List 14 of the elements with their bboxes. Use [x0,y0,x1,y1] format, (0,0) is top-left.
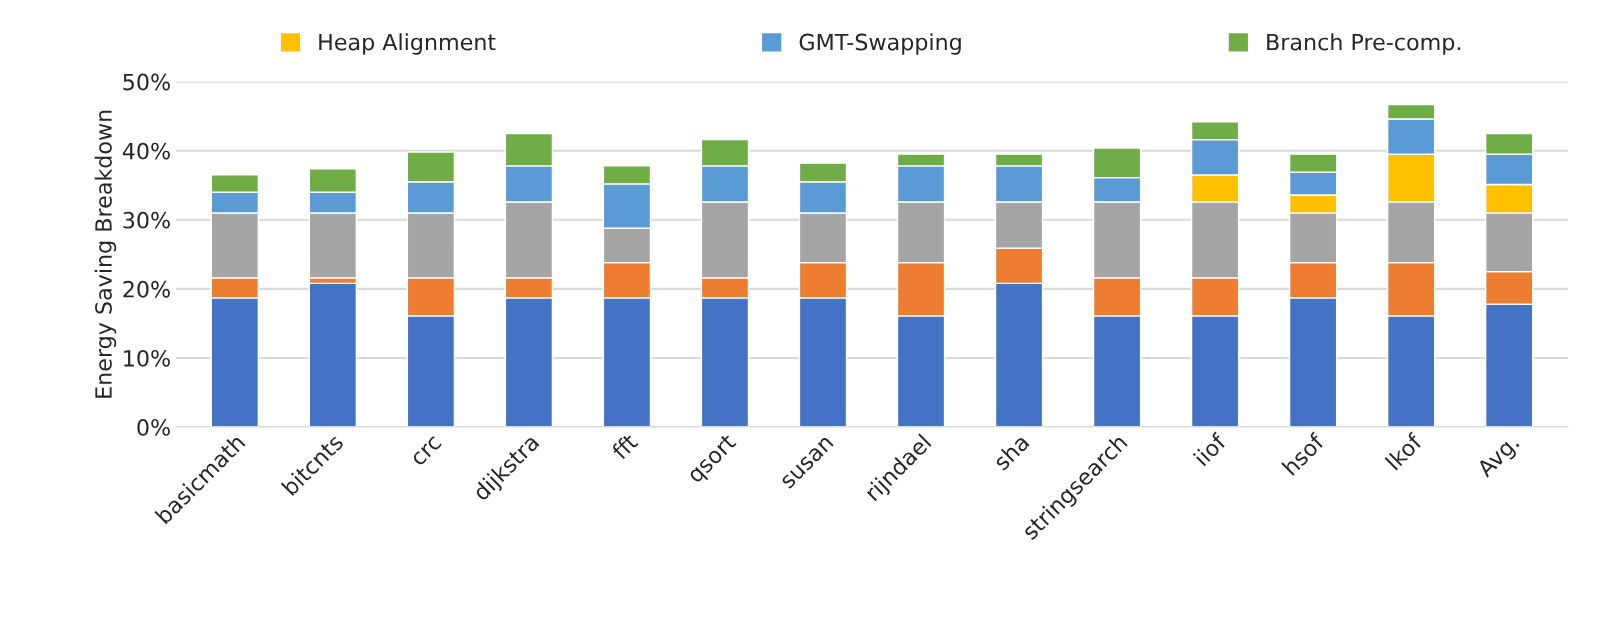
y-tick-label: 50% [123,73,170,91]
y-tick-label: 20% [123,280,170,298]
x-tick-label: fft [610,432,639,461]
y-tick-label: 0% [137,418,170,436]
y-tick-label: 10% [124,349,170,367]
legend-label: Heap Alignment [319,33,496,55]
x-tick-label: crc [411,436,443,467]
y-tick-label: 40% [122,142,170,160]
legend-label: GMT-Swapping [799,33,961,55]
legend-label: Branch Pre-comp. [1267,33,1461,55]
x-tick-label: Avg. [1475,434,1523,482]
x-tick-label: iiof [1192,431,1228,467]
y-axis-title: Energy Saving Breakdown [94,110,117,398]
y-tick-label: 30% [123,211,170,229]
